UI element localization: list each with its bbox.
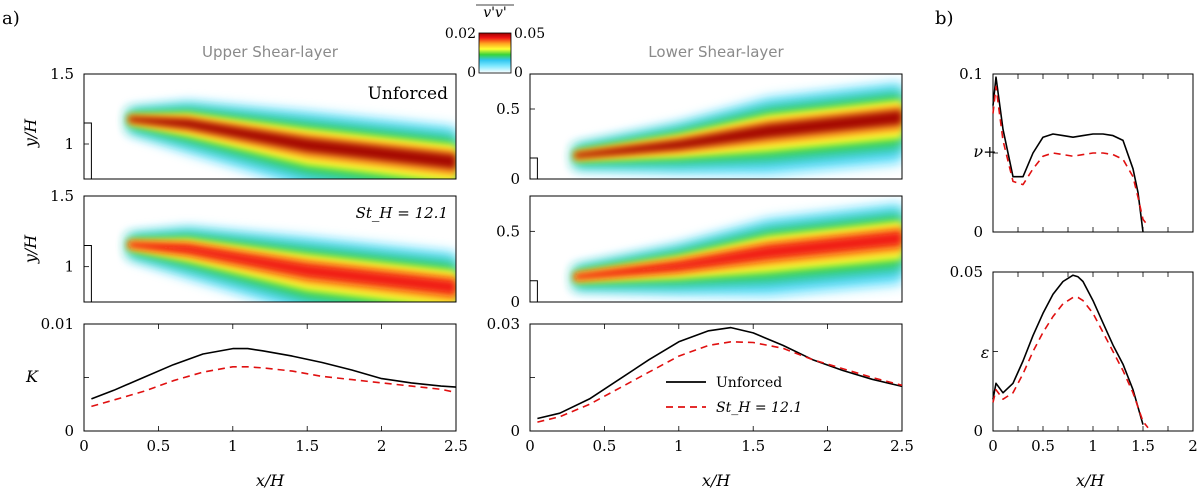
xlabel-upper: x/H — [256, 471, 285, 490]
contour-upper-forced-step-outline — [84, 245, 92, 302]
annotation-unforced: Unforced — [368, 84, 449, 104]
colorbar-gradient — [478, 32, 512, 74]
epsilon-xtick-label: 0.5 — [1031, 437, 1055, 455]
contour-upper-unforced-step-outline — [84, 122, 92, 179]
K-upper-xtick-label: 1.5 — [295, 437, 319, 455]
colorbar: v'v' 0.02 0.05 0 0 — [445, 4, 545, 81]
contour-lower-unforced-ytick-label: 0 — [510, 170, 520, 188]
ylabel-nu: ν+ — [973, 142, 996, 161]
contour-lower-unforced-field — [574, 82, 902, 176]
title-lower: Lower Shear-layer — [648, 43, 784, 61]
contour-lower-forced-ytick-label: 0 — [510, 293, 520, 311]
K-upper-xtick-label: 2 — [377, 437, 387, 455]
legend: Unforced St_H = 12.1 — [666, 375, 802, 416]
K-lower-xtick-label: 0.5 — [592, 437, 616, 455]
contour-lower-forced-step-outline — [530, 280, 538, 302]
title-upper: Upper Shear-layer — [202, 43, 339, 61]
K-upper-series-unforced — [91, 347, 457, 400]
nu-plus-series-forced — [992, 85, 1149, 227]
nu-plus-ytick-label: 0.1 — [959, 65, 983, 83]
epsilon-ytick-label: 0 — [973, 422, 983, 440]
contour-lower-unforced-level-5 — [574, 110, 902, 158]
K-upper-xtick-label: 1 — [228, 437, 238, 455]
ylabel-upper-1: y/H — [21, 118, 40, 148]
K-upper-frame — [83, 323, 457, 432]
colorbar-zero-label-right: 0 — [514, 65, 523, 81]
K-lower-series-unforced — [537, 326, 903, 420]
epsilon-frame — [992, 271, 1194, 432]
colorbar-max-label: 0.05 — [514, 26, 545, 42]
nu-plus-series-unforced — [992, 76, 1144, 233]
colorbar-label: v'v' — [483, 5, 507, 21]
contour-upper-forced-frame — [83, 195, 457, 303]
contour-lower-forced-frame — [529, 195, 903, 303]
K-upper-xtick-label: 0.5 — [146, 437, 170, 455]
contour-upper-unforced-frame — [83, 73, 457, 180]
xlabel-lower: x/H — [702, 471, 731, 490]
epsilon-ytick-label: 0.05 — [950, 263, 983, 281]
epsilon-series-forced — [992, 296, 1149, 429]
contour-lower-forced-field — [574, 203, 902, 297]
K-lower-xtick-label: 1.5 — [741, 437, 765, 455]
contour-upper-forced-level-5 — [128, 242, 456, 295]
legend-label-forced: St_H = 12.1 — [716, 400, 802, 416]
contour-upper-unforced-level-5 — [128, 116, 456, 170]
contour-upper-unforced-ytick-label: 1.5 — [50, 65, 74, 83]
contour-lower-unforced-ytick-label: 0.5 — [496, 100, 520, 118]
epsilon-series-unforced — [992, 274, 1144, 425]
K-upper-xtick-label: 2.5 — [444, 437, 468, 455]
epsilon-xtick-label: 0 — [988, 437, 998, 455]
K-upper-xtick-label: 0 — [79, 437, 89, 455]
xlabel-b: x/H — [1076, 471, 1105, 490]
contour-upper-forced-ytick-label: 1.5 — [50, 187, 74, 205]
K-lower-ytick-label: 0 — [510, 422, 520, 440]
K-lower-xtick-label: 0 — [525, 437, 535, 455]
contour-upper-forced-field — [128, 227, 456, 302]
panel-label-a: a) — [2, 8, 20, 29]
epsilon-xtick-label: 2 — [1188, 437, 1198, 455]
ylabel-epsilon: ε — [981, 343, 990, 362]
colorbar-zero-label-left: 0 — [467, 65, 476, 81]
contour-lower-forced-ytick-label: 0.5 — [496, 222, 520, 240]
epsilon-xtick-label: 1.5 — [1131, 437, 1155, 455]
K-lower-xtick-label: 2.5 — [890, 437, 914, 455]
K-lower-xtick-label: 1 — [674, 437, 684, 455]
K-upper-ytick-label: 0.01 — [41, 315, 74, 333]
legend-label-unforced: Unforced — [716, 375, 782, 391]
epsilon-xtick-label: 1 — [1088, 437, 1098, 455]
contour-lower-unforced-frame — [529, 73, 903, 180]
contour-upper-forced-ytick-label: 1 — [64, 258, 74, 276]
panel-label-b: b) — [935, 8, 954, 29]
nu-plus-ytick-label: 0 — [973, 223, 983, 241]
K-upper-series-forced — [91, 366, 457, 408]
K-upper-ytick-label: 0 — [64, 422, 74, 440]
contour-lower-unforced-step-outline — [530, 157, 538, 179]
K-lower-xtick-label: 2 — [823, 437, 833, 455]
K-lower-series-forced — [537, 341, 903, 423]
ylabel-upper-2: y/H — [21, 234, 40, 264]
contour-upper-unforced-ytick-label: 1 — [64, 135, 74, 153]
annotation-forced: St_H = 12.1 — [356, 204, 448, 222]
contour-panels: 1 1.5 1 1.5 0 0.5 0 0.5 — [50, 65, 903, 311]
ylabel-K: K — [25, 367, 39, 386]
contour-upper-unforced-field — [128, 101, 456, 179]
contour-lower-forced-level-5 — [574, 231, 902, 280]
K-lower-ytick-label: 0.03 — [487, 315, 520, 333]
colorbar-min-label: 0.02 — [445, 26, 476, 42]
